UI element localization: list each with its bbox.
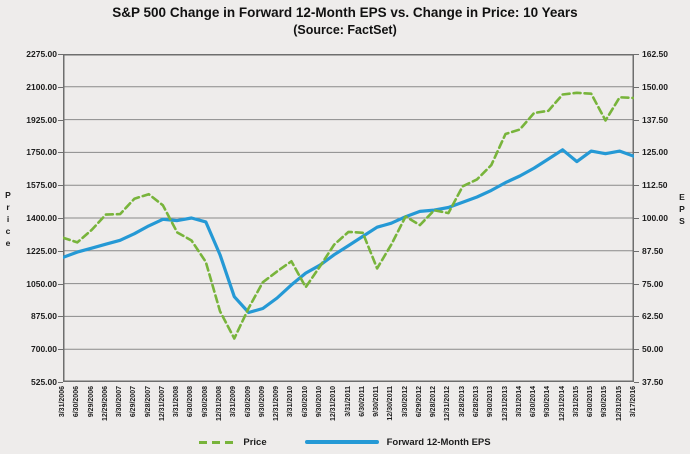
- eps-line: [63, 148, 634, 315]
- left-axis-tickmark: [58, 283, 63, 285]
- x-axis-tick-label: 12/30/2011: [387, 386, 395, 421]
- left-axis-tick-label: 525.00: [31, 377, 57, 387]
- x-axis-tick-label: 12/31/2009: [273, 386, 281, 422]
- left-axis-tickmark: [58, 54, 63, 55]
- x-axis-tick-label: 9/30/2013: [487, 386, 495, 418]
- x-axis-tick-label: 12/29/2006: [101, 386, 109, 422]
- right-axis-tick-label: 150.00: [642, 81, 668, 92]
- right-axis-tick-label: 75.00: [642, 278, 664, 289]
- right-axis-tick-label: 37.50: [642, 377, 664, 387]
- x-axis-tick-label: 12/31/2013: [501, 386, 509, 422]
- x-axis-tick-label: 3/31/2009: [230, 386, 238, 418]
- right-axis-tickmark: [634, 86, 639, 88]
- x-axis-tick-label: 12/31/2007: [158, 386, 166, 422]
- right-axis-tick-label: 162.50: [642, 49, 668, 59]
- left-axis-tick-label: 1225.00: [26, 245, 57, 256]
- x-axis-tick-label: 3/31/2011: [344, 386, 352, 417]
- right-axis-tickmark: [634, 185, 639, 187]
- right-axis-tick-label: 137.50: [642, 114, 668, 125]
- x-axis-tick-label: 6/29/2007: [130, 386, 138, 418]
- x-axis-tick-label: 3/31/2014: [515, 386, 523, 418]
- left-axis-tickmark: [58, 250, 63, 252]
- x-axis-tick-label: 12/31/2015: [615, 386, 623, 422]
- right-axis-tickmark: [634, 316, 639, 318]
- plot-area: [63, 54, 634, 382]
- x-axis-tick-label: 9/28/2012: [430, 386, 438, 418]
- x-axis-tick-label: 6/30/2006: [73, 386, 81, 418]
- left-axis-tick-label: 700.00: [31, 344, 57, 355]
- right-axis-tickmark: [634, 349, 639, 351]
- x-axis-tick-label: 3/31/2006: [59, 386, 66, 418]
- x-axis-tick-label: 6/29/2012: [415, 386, 423, 418]
- x-axis-tick-label: 3/30/2012: [401, 386, 409, 418]
- right-axis-tickmark: [634, 119, 639, 121]
- right-axis-tick-label: 62.50: [642, 311, 664, 322]
- x-axis-tick-label: 6/30/2008: [187, 386, 195, 418]
- right-axis-tick-label: 100.00: [642, 213, 668, 223]
- x-axis-tick-label: 6/30/2010: [301, 386, 309, 418]
- legend: Price Forward 12-Month EPS: [0, 433, 690, 451]
- chart-title: S&P 500 Change in Forward 12-Month EPS v…: [112, 5, 578, 20]
- left-axis-tickmark: [58, 382, 63, 383]
- right-axis-tickmark: [634, 382, 639, 383]
- left-axis-tick-label: 1925.00: [26, 114, 57, 125]
- left-axis-tickmark: [58, 152, 63, 154]
- x-axis-tick-label: 9/30/2011: [373, 386, 381, 417]
- x-axis-tick-label: 3/31/2015: [572, 386, 580, 418]
- eps-line-swatch: [304, 440, 379, 444]
- x-axis-tick-label: 3/31/2010: [287, 386, 295, 418]
- left-axis-tickmark: [58, 86, 63, 88]
- price-line-swatch: [199, 440, 236, 444]
- x-axis-tick-label: 9/30/2015: [601, 386, 609, 418]
- chart-subtitle: (Source: FactSet): [293, 23, 397, 37]
- x-axis-tick-label: 9/30/2009: [258, 386, 266, 418]
- x-axis-tick-label: 9/30/2008: [201, 386, 209, 418]
- x-axis-tick-label: 12/31/2014: [558, 386, 566, 422]
- x-axis-tick-label: 6/30/2015: [587, 386, 595, 418]
- x-axis-tick-label: 3/17/2016: [630, 386, 637, 418]
- right-axis-tickmark: [634, 283, 639, 285]
- left-axis-title: Price: [3, 190, 13, 250]
- x-axis-tick-label: 6/30/2014: [530, 386, 538, 418]
- left-axis-tick-label: 1050.00: [26, 278, 57, 289]
- left-axis-tick-label: 1400.00: [26, 213, 57, 223]
- right-axis-tickmark: [634, 250, 639, 252]
- right-axis-tickmark: [634, 218, 639, 219]
- x-axis-tick-label: 3/30/2007: [116, 386, 124, 418]
- x-axis-tick-label: 9/30/2014: [544, 386, 552, 418]
- right-axis-tick-label: 112.50: [642, 180, 668, 191]
- price-line: [63, 91, 634, 340]
- legend-label-price: Price: [243, 436, 267, 448]
- x-axis-tick-label: 3/31/2008: [173, 386, 181, 418]
- left-axis-tick-label: 2275.00: [26, 49, 57, 59]
- right-axis-tick-label: 87.50: [642, 245, 664, 256]
- left-axis-tickmark: [58, 119, 63, 121]
- right-axis-tick-label: 50.00: [642, 344, 664, 355]
- legend-label-eps: Forward 12-Month EPS: [386, 436, 491, 448]
- x-axis-tick-label: 12/31/2008: [216, 386, 224, 422]
- left-axis-tickmark: [58, 218, 63, 219]
- plot-border: [63, 54, 634, 382]
- right-axis-tickmark: [634, 152, 639, 154]
- x-axis-tick-label: 9/29/2006: [87, 386, 95, 418]
- x-axis-tick-label: 9/28/2007: [144, 386, 152, 418]
- x-axis-tick-label: 9/30/2010: [315, 386, 323, 418]
- left-axis-tickmark: [58, 185, 63, 187]
- right-axis-title: EPS: [677, 192, 687, 228]
- x-axis-tick-label: 12/31/2010: [330, 386, 338, 422]
- left-axis-tick-label: 2100.00: [26, 81, 57, 92]
- x-axis-tick-label: 6/30/2011: [358, 386, 366, 417]
- left-axis-tick-label: 1575.00: [26, 180, 57, 191]
- left-axis-tick-label: 875.00: [31, 311, 57, 322]
- right-axis-tick-label: 125.00: [642, 147, 668, 158]
- left-axis-tickmark: [58, 316, 63, 318]
- x-axis-tick-label: 6/30/2009: [244, 386, 252, 418]
- x-axis-tick-label: 3/28/2013: [458, 386, 466, 418]
- left-axis-tick-label: 1750.00: [26, 147, 57, 158]
- right-axis-tickmark: [634, 54, 639, 55]
- x-axis-tick-label: 12/31/2012: [444, 386, 452, 422]
- x-axis-tick-label: 6/28/2013: [472, 386, 480, 418]
- left-axis-tickmark: [58, 349, 63, 351]
